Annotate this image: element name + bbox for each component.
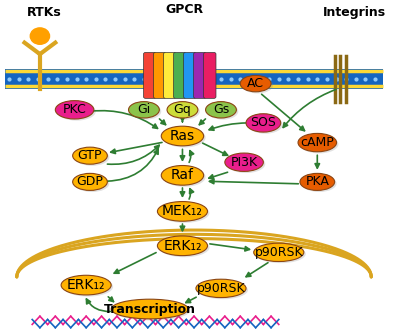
Ellipse shape (167, 102, 198, 118)
FancyBboxPatch shape (194, 52, 206, 98)
FancyBboxPatch shape (184, 52, 196, 98)
Ellipse shape (163, 128, 206, 148)
Ellipse shape (74, 175, 109, 192)
Ellipse shape (158, 236, 208, 256)
Ellipse shape (111, 299, 188, 319)
Ellipse shape (163, 167, 206, 187)
Text: RTKs: RTKs (26, 6, 61, 19)
Text: SOS: SOS (250, 117, 276, 129)
Ellipse shape (130, 103, 161, 120)
Ellipse shape (159, 203, 210, 223)
Text: cAMP: cAMP (300, 136, 334, 149)
Ellipse shape (298, 133, 336, 152)
Text: PKC: PKC (63, 103, 86, 116)
Text: Gq: Gq (174, 103, 191, 116)
Ellipse shape (159, 237, 210, 257)
Ellipse shape (256, 245, 306, 263)
Text: p90RSK: p90RSK (197, 282, 245, 295)
Text: ERK₁₂: ERK₁₂ (163, 239, 202, 253)
Ellipse shape (161, 166, 204, 185)
Ellipse shape (63, 277, 113, 297)
Ellipse shape (61, 275, 111, 295)
Ellipse shape (208, 103, 238, 120)
Text: Raf: Raf (171, 168, 194, 182)
Ellipse shape (242, 77, 273, 94)
Ellipse shape (158, 201, 208, 221)
FancyBboxPatch shape (174, 52, 186, 98)
Ellipse shape (161, 126, 204, 146)
Ellipse shape (206, 102, 236, 118)
Text: Transcription: Transcription (104, 303, 196, 316)
Ellipse shape (198, 281, 248, 299)
Text: Integrins: Integrins (323, 6, 386, 19)
Text: Gi: Gi (137, 103, 150, 116)
Ellipse shape (302, 175, 336, 192)
Ellipse shape (128, 102, 159, 118)
Ellipse shape (227, 155, 265, 173)
Ellipse shape (74, 149, 109, 166)
FancyBboxPatch shape (164, 52, 176, 98)
Ellipse shape (225, 153, 263, 171)
Ellipse shape (169, 103, 200, 120)
Ellipse shape (55, 101, 94, 119)
Text: Ras: Ras (170, 129, 195, 143)
Ellipse shape (57, 102, 96, 121)
Ellipse shape (73, 147, 107, 164)
Ellipse shape (73, 173, 107, 190)
Ellipse shape (300, 173, 335, 190)
Ellipse shape (113, 301, 190, 321)
Ellipse shape (196, 279, 246, 298)
Text: PKA: PKA (305, 175, 329, 188)
Text: PI3K: PI3K (230, 156, 258, 169)
Text: ERK₁₂: ERK₁₂ (67, 278, 105, 292)
Ellipse shape (254, 243, 304, 262)
Ellipse shape (246, 114, 281, 132)
Ellipse shape (300, 135, 338, 153)
Ellipse shape (248, 115, 283, 134)
Text: AC: AC (247, 77, 264, 90)
Ellipse shape (240, 75, 271, 92)
FancyBboxPatch shape (204, 52, 216, 98)
Text: GTP: GTP (78, 149, 102, 162)
Text: GPCR: GPCR (165, 3, 203, 16)
Text: Gs: Gs (213, 103, 229, 116)
Text: MEK₁₂: MEK₁₂ (162, 204, 203, 218)
FancyBboxPatch shape (144, 52, 156, 98)
FancyBboxPatch shape (5, 69, 383, 89)
FancyBboxPatch shape (154, 52, 166, 98)
Text: p90RSK: p90RSK (254, 246, 303, 259)
Circle shape (30, 28, 50, 44)
Text: GDP: GDP (76, 175, 104, 188)
